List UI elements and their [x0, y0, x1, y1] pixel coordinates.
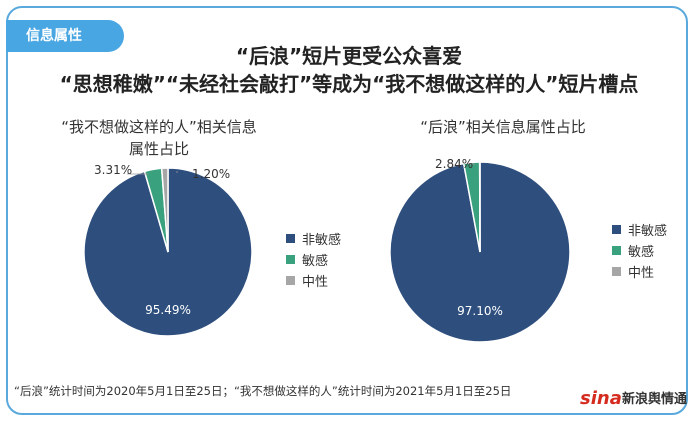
legend-item-non-sensitive: 非敏感: [286, 228, 341, 249]
footer-note: “后浪”统计时间为2020年5月1日至25日；“我不想做这样的人”统计时间为20…: [14, 384, 512, 398]
logo-brand: sina: [580, 388, 622, 409]
legend-swatch: [612, 246, 621, 255]
sina-logo: sina 新浪舆情通: [580, 388, 687, 409]
legend-swatch: [286, 255, 295, 264]
legend-label: 非敏感: [302, 233, 342, 248]
pie1-label-sensitive: 3.31%: [94, 163, 132, 177]
legend-item-sensitive: 敏感: [286, 249, 341, 270]
legend-label: 敏感: [302, 254, 329, 269]
chart1-title-line1: “我不想做这样的人”相关信息: [61, 118, 257, 136]
legend-item-neutral: 中性: [286, 270, 341, 291]
pie1-slice-non-sensitive: [83, 167, 253, 337]
main-subtitle: “思想稚嫩”“未经社会敲打”等成为“我不想做这样的人”短片槽点: [59, 72, 639, 96]
pie2-label-non-sensitive: 97.10%: [457, 304, 503, 318]
pie1-label-non-sensitive: 95.49%: [145, 303, 191, 317]
pie-chart-2: 97.10% 2.84%: [389, 157, 571, 343]
legend-item-sensitive: 敏感: [612, 240, 667, 261]
legend-item-neutral: 中性: [612, 261, 667, 282]
chart2-title-line1: “后浪”相关信息属性占比: [420, 118, 586, 136]
legend-1: 非敏感 敏感 中性: [286, 228, 341, 291]
chart1-title: “我不想做这样的人”相关信息 属性占比: [44, 116, 274, 160]
legend-label: 中性: [302, 275, 329, 290]
pie1-slice-neutral: [160, 167, 169, 253]
legend-label: 非敏感: [628, 224, 668, 239]
section-tag: 信息属性: [6, 20, 124, 52]
pie-chart-1: 95.49% 3.31% 1.20%: [83, 163, 253, 337]
legend-swatch: [612, 225, 621, 234]
chart2-title: “后浪”相关信息属性占比: [388, 116, 618, 138]
chart1-title-line2: 属性占比: [128, 140, 189, 158]
logo-text: 新浪舆情通: [622, 391, 687, 407]
main-title: “后浪”短片更受公众喜爱: [235, 44, 463, 68]
pie2-label-sensitive: 2.84%: [435, 157, 473, 171]
legend-swatch: [286, 276, 295, 285]
legend-label: 敏感: [628, 245, 655, 260]
legend-swatch: [286, 234, 295, 243]
legend-item-non-sensitive: 非敏感: [612, 219, 667, 240]
legend-2: 非敏感 敏感 中性: [612, 219, 667, 282]
pie1-label-neutral: 1.20%: [192, 167, 230, 181]
legend-label: 中性: [628, 266, 655, 281]
legend-swatch: [612, 267, 621, 276]
